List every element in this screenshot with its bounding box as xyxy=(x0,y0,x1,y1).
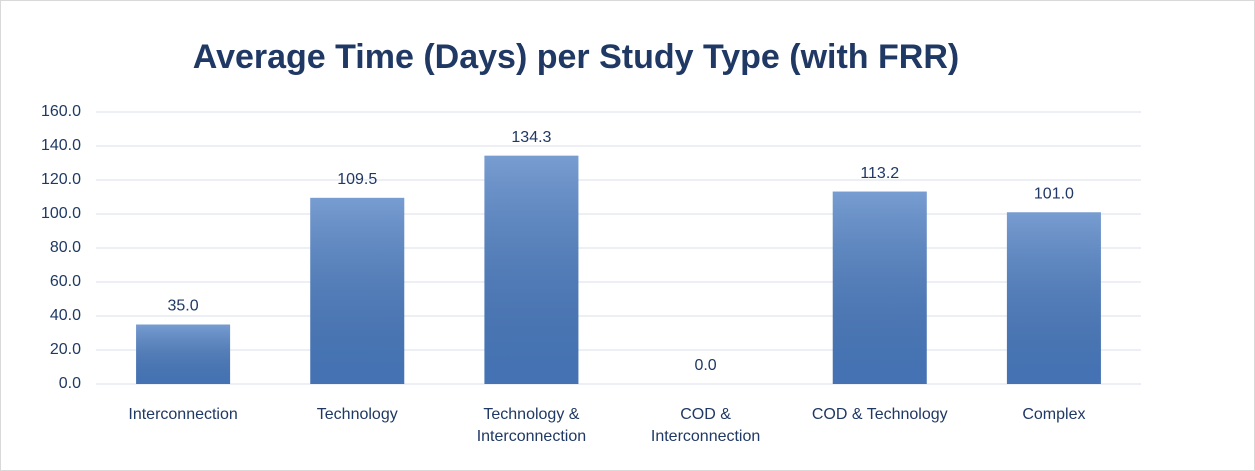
value-label: 101.0 xyxy=(1034,186,1074,203)
x-tick-label: Technology xyxy=(316,406,398,423)
bar-shade xyxy=(484,155,579,384)
bar-shade xyxy=(832,191,927,384)
y-tick-label: 160.0 xyxy=(41,103,81,120)
y-tick-label: 0.0 xyxy=(59,375,81,392)
x-tick-label: Complex xyxy=(1022,406,1086,423)
x-tick-label: Interconnection xyxy=(128,406,238,423)
value-label: 0.0 xyxy=(694,357,716,374)
value-label: 134.3 xyxy=(511,129,551,146)
y-tick-label: 140.0 xyxy=(41,137,81,154)
x-tick-label: COD & Technology xyxy=(811,406,948,423)
bar-shade xyxy=(310,197,405,384)
value-label: 109.5 xyxy=(337,171,377,188)
y-tick-label: 100.0 xyxy=(41,205,81,222)
bar-shade xyxy=(136,324,231,384)
y-tick-label: 120.0 xyxy=(41,171,81,188)
value-label: 35.0 xyxy=(168,298,199,315)
x-tick-label: Technology & Interconnection xyxy=(476,406,587,445)
value-label: 113.2 xyxy=(860,165,899,182)
y-tick-label: 80.0 xyxy=(50,239,81,256)
bar-shade xyxy=(1006,212,1101,384)
y-tick-label: 20.0 xyxy=(50,341,81,358)
y-tick-label: 40.0 xyxy=(50,307,81,324)
x-tick-label: COD & Interconnection xyxy=(650,406,761,445)
chart-title: Average Time (Days) per Study Type (with… xyxy=(193,38,959,76)
y-tick-label: 60.0 xyxy=(50,273,81,290)
